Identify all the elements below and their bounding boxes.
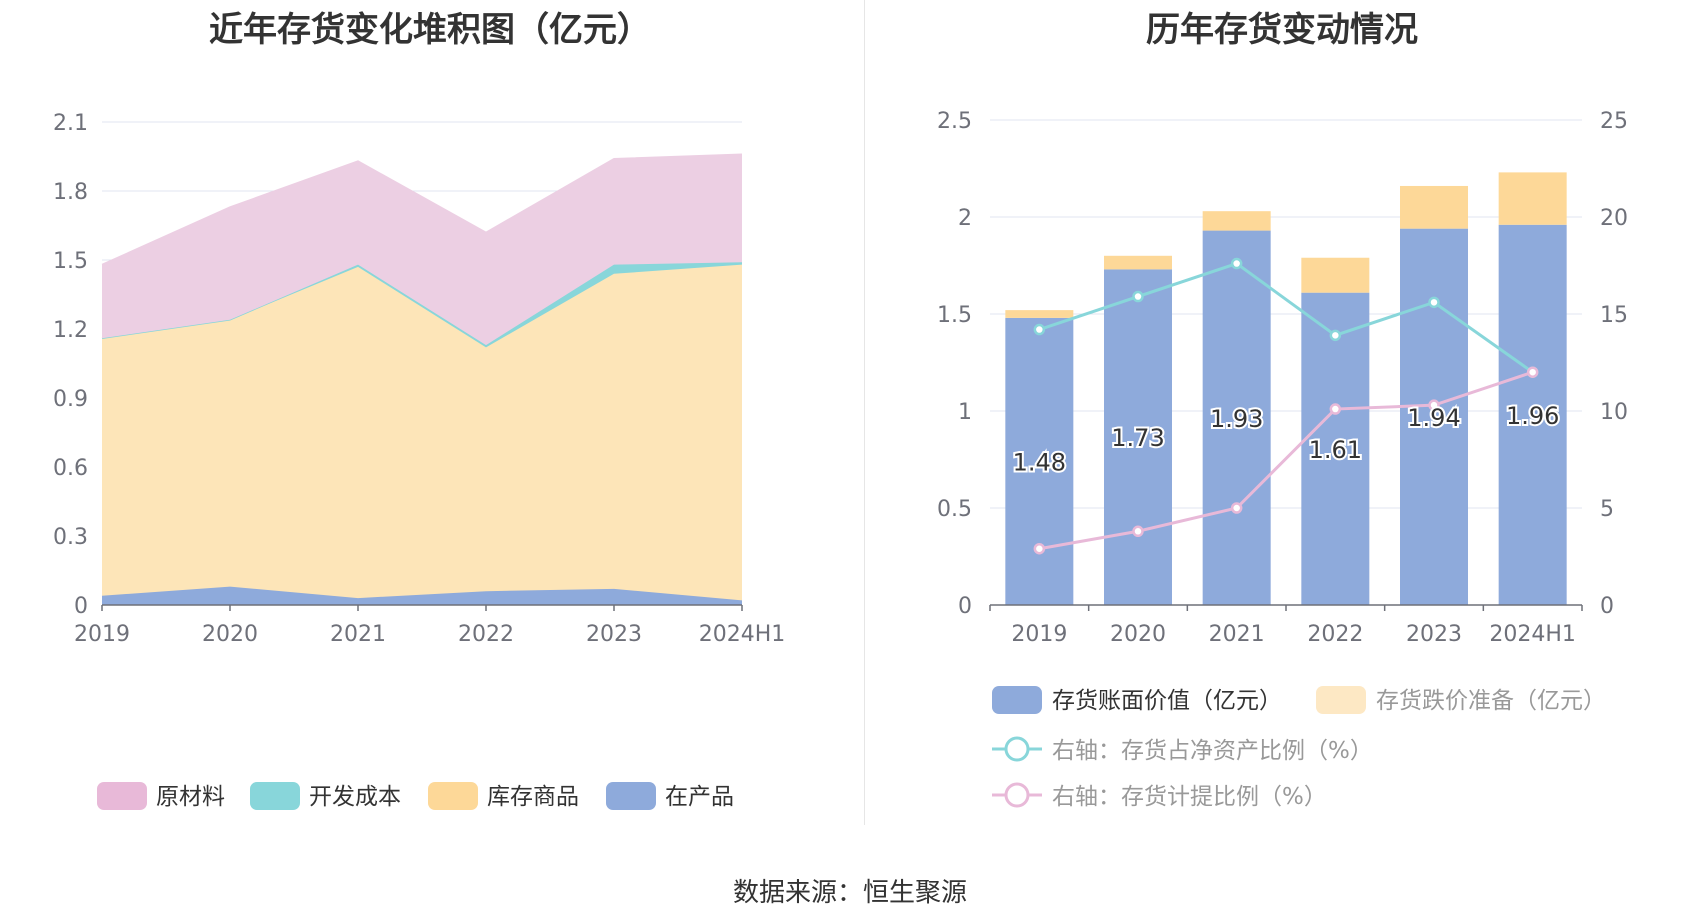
bar-value-label: 1.61 xyxy=(1309,436,1362,464)
legend-swatch xyxy=(250,782,300,810)
bar-1 xyxy=(1202,211,1271,231)
y-left-tick-label: 1 xyxy=(958,400,972,425)
x-tick-label: 2022 xyxy=(458,622,514,647)
y-right-tick-label: 0 xyxy=(1600,594,1614,619)
line-point xyxy=(1132,290,1144,303)
legend-swatch xyxy=(606,782,656,810)
legend-label: 在产品 xyxy=(665,784,734,810)
x-tick-label: 2020 xyxy=(202,622,258,647)
bar-line-chart: 0 0.5 1 1.5 2 2.5 0 5 10 15 20 25 2019 2020 2021 2022 20… xyxy=(937,109,1628,810)
x-tick-label: 2023 xyxy=(586,622,642,647)
legend-label: 原材料 xyxy=(156,784,225,810)
y-right-tick-label: 25 xyxy=(1600,109,1628,134)
y-tick-label: 1.5 xyxy=(53,249,88,274)
bar-value-label: 1.93 xyxy=(1210,405,1263,433)
y-left-tick-label: 2.5 xyxy=(937,109,972,134)
y-left-tick-label: 1.5 xyxy=(937,303,972,328)
bar-0 xyxy=(1498,224,1567,605)
line-series-3 xyxy=(1039,370,1534,551)
y-tick-label: 0.3 xyxy=(53,525,88,550)
line-point xyxy=(1526,366,1539,378)
bar-value-label: 1.48 xyxy=(1013,448,1066,476)
area-edge-3 xyxy=(101,153,743,266)
x-tick-label: 2023 xyxy=(1406,622,1462,647)
y-right-tick-label: 15 xyxy=(1600,303,1628,328)
bar-value-label: 1.94 xyxy=(1407,404,1460,432)
bar-0 xyxy=(1005,317,1074,605)
stacked-area-chart: 0 0.3 0.6 0.9 1.2 1.5 1.8 2.1 2019 2020 2021 2022 20… xyxy=(53,111,785,810)
legend-label: 存货跌价准备（亿元） xyxy=(1376,688,1606,714)
x-tick-label: 2021 xyxy=(330,622,386,647)
y-tick-label: 0 xyxy=(74,594,88,619)
bar-0 xyxy=(1301,292,1370,605)
legend-label: 库存商品 xyxy=(487,784,579,810)
line-point xyxy=(1033,323,1046,336)
x-tick-label: 2019 xyxy=(1011,622,1067,647)
right-chart-title: 历年存货变动情况 xyxy=(1146,10,1418,50)
bar-value-label: 1.96 xyxy=(1506,402,1559,430)
area-series-0 xyxy=(102,586,742,605)
area-series-3 xyxy=(102,154,742,346)
panel-divider xyxy=(864,0,865,825)
line-point xyxy=(1428,296,1440,309)
left-chart-title: 近年存货变化堆积图（亿元） xyxy=(209,10,651,50)
legend-label: 存货账面价值（亿元） xyxy=(1052,688,1282,714)
bar-0 xyxy=(1202,230,1271,605)
x-tick-label: 2024H1 xyxy=(1489,622,1576,647)
bar-1 xyxy=(1104,255,1172,270)
x-tick-label: 2022 xyxy=(1307,622,1363,647)
bar-1 xyxy=(1005,310,1074,318)
legend-label: 开发成本 xyxy=(309,784,401,810)
data-source-note: 数据来源：恒生聚源 xyxy=(732,878,967,908)
legend-marker xyxy=(1004,782,1030,808)
y-tick-label: 1.2 xyxy=(53,318,88,343)
line-point xyxy=(1230,502,1243,514)
bar-0 xyxy=(1104,269,1172,605)
y-left-tick-label: 0 xyxy=(958,594,972,619)
y-left-tick-label: 2 xyxy=(958,206,972,231)
y-tick-label: 2.1 xyxy=(53,111,88,136)
x-tick-label: 2019 xyxy=(74,622,130,647)
bar-value-label: 1.73 xyxy=(1111,424,1164,452)
y-left-tick-label: 0.5 xyxy=(937,497,972,522)
legend-label: 右轴：存货计提比例（%） xyxy=(1052,784,1327,810)
y-right-tick-label: 5 xyxy=(1600,497,1614,522)
bar-0 xyxy=(1400,228,1468,605)
y-tick-label: 0.6 xyxy=(53,456,88,481)
line-point xyxy=(1329,403,1342,415)
legend-label: 右轴：存货占净资产比例（%） xyxy=(1052,738,1373,764)
x-tick-label: 2020 xyxy=(1110,622,1166,647)
bar-1 xyxy=(1400,185,1468,229)
line-point xyxy=(1428,399,1440,411)
line-point xyxy=(1329,329,1342,342)
y-right-tick-label: 20 xyxy=(1600,206,1628,231)
legend-swatch xyxy=(1316,686,1366,714)
bar-1 xyxy=(1498,172,1567,225)
bar-1 xyxy=(1301,257,1370,293)
legend-swatch xyxy=(428,782,478,810)
line-point xyxy=(1132,525,1144,538)
area-series-1 xyxy=(102,264,742,601)
line-series-2 xyxy=(1038,261,1534,374)
legend-swatch xyxy=(97,782,147,810)
y-tick-label: 0.9 xyxy=(53,387,88,412)
line-point xyxy=(1230,257,1243,270)
y-right-tick-label: 10 xyxy=(1600,400,1628,425)
x-tick-label: 2024H1 xyxy=(699,622,786,647)
line-point xyxy=(1033,542,1046,555)
y-tick-label: 1.8 xyxy=(53,180,88,205)
x-tick-label: 2021 xyxy=(1209,622,1265,647)
legend-swatch xyxy=(992,686,1042,714)
legend-marker xyxy=(1004,736,1030,762)
